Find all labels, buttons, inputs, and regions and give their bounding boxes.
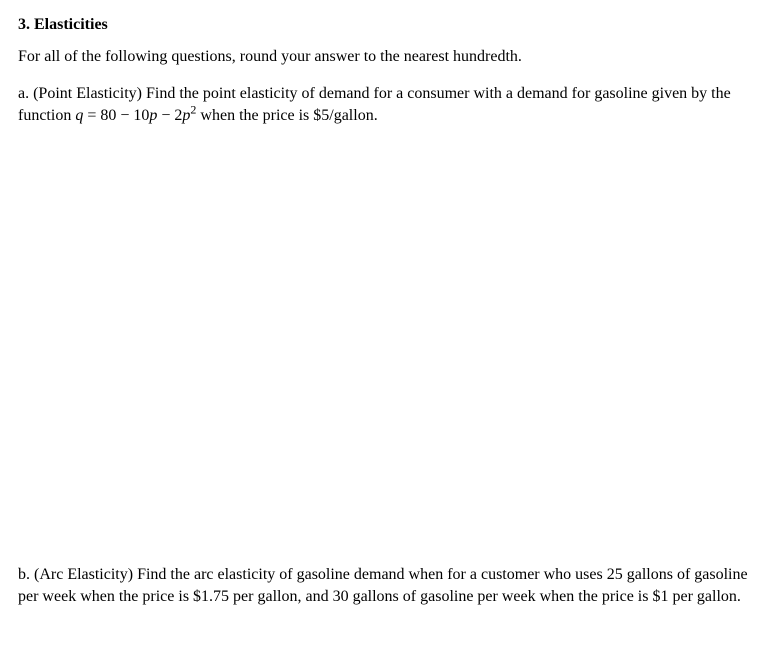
section-number: 3.: [18, 16, 30, 33]
question-b: b. (Arc Elasticity) Find the arc elastic…: [18, 564, 754, 609]
question-a-text-2: when the price is $5/gallon.: [196, 107, 377, 124]
question-b-label: b. (Arc Elasticity): [18, 566, 137, 583]
question-a: a. (Point Elasticity) Find the point ela…: [18, 83, 754, 128]
section-title-text: Elasticities: [34, 16, 108, 33]
eq-minus: − 2: [157, 107, 182, 124]
instruction-text: For all of the following questions, roun…: [18, 46, 754, 68]
question-a-label: a. (Point Elasticity): [18, 85, 146, 102]
section-heading: 3. Elasticities: [18, 14, 754, 36]
eq-mid: = 80 − 10: [83, 107, 149, 124]
